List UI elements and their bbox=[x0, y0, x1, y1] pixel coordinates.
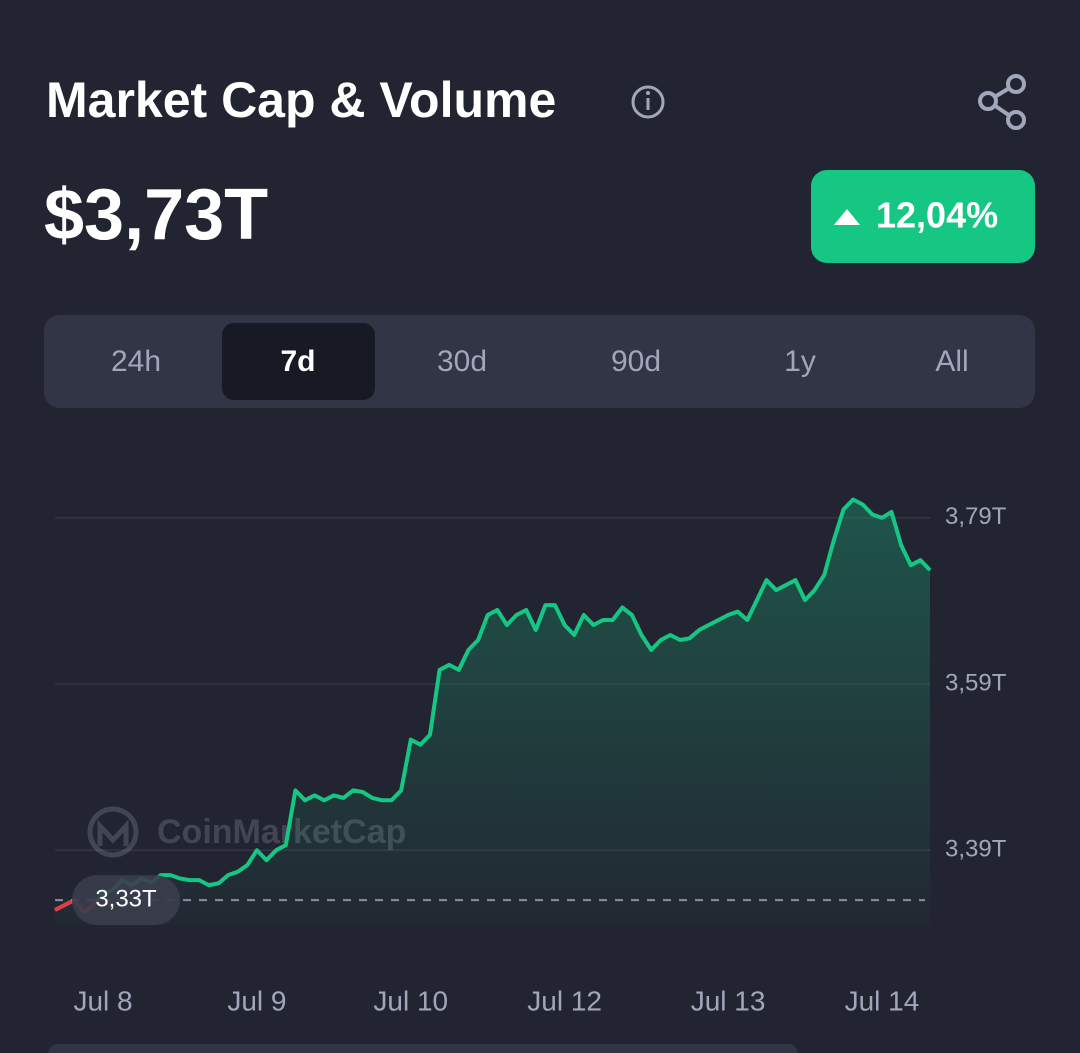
line bbox=[54, 497, 932, 915]
x-tick-label: Jul 14 bbox=[845, 985, 920, 1016]
y-tick-label: 3,59T bbox=[945, 669, 1007, 696]
tab[interactable]: 1y bbox=[784, 345, 816, 378]
y-tick-label: 3,79T bbox=[945, 503, 1007, 530]
tab-selected bbox=[222, 323, 375, 400]
x-tick-label: Jul 12 bbox=[527, 985, 602, 1016]
watermark-logo bbox=[87, 806, 139, 858]
market-cap-value: $3,73T bbox=[44, 175, 268, 255]
title: Market Cap & Volume bbox=[46, 72, 556, 128]
area bbox=[55, 499, 930, 925]
tab[interactable]: All bbox=[935, 345, 968, 378]
y-tick-label: 3,39T bbox=[945, 836, 1007, 863]
share-icon[interactable] bbox=[978, 74, 1026, 130]
watermark-m bbox=[97, 819, 129, 846]
tab[interactable]: 24h bbox=[111, 345, 161, 378]
change-badge bbox=[811, 170, 1035, 263]
info-icon[interactable] bbox=[631, 85, 665, 119]
next-panel bbox=[48, 1044, 798, 1053]
x-tick-label: Jul 13 bbox=[691, 985, 766, 1016]
baseline-pill bbox=[72, 875, 180, 926]
baseline-label: 3,33T bbox=[95, 885, 157, 912]
change-value: 12,04% bbox=[876, 195, 998, 236]
tab-bar bbox=[44, 315, 1035, 408]
x-tick-label: Jul 9 bbox=[227, 985, 286, 1016]
tab[interactable]: 30d bbox=[437, 345, 487, 378]
watermark-circle bbox=[87, 806, 139, 858]
up-arrow bbox=[834, 209, 860, 225]
x-tick-label: Jul 8 bbox=[73, 985, 132, 1016]
x-tick-label: Jul 10 bbox=[373, 985, 448, 1016]
tab[interactable]: 90d bbox=[611, 345, 661, 378]
tab[interactable]: 7d bbox=[280, 345, 315, 378]
